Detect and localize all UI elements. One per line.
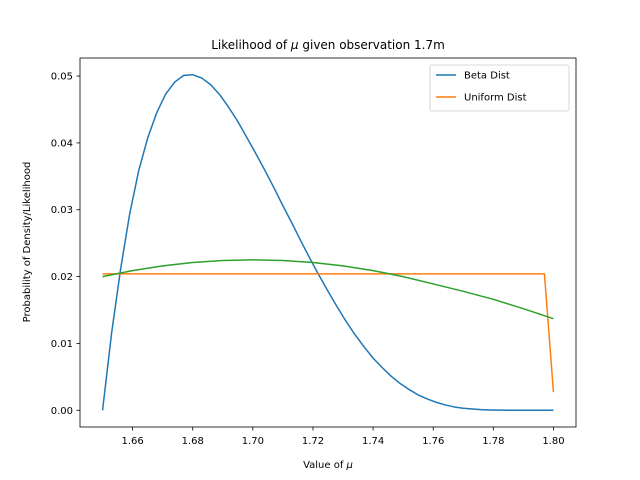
beta-dist-line [101, 73, 554, 412]
x-tick-label: 1.78 [482, 436, 504, 447]
x-tick-label: 1.68 [182, 436, 204, 447]
x-axis-label: Value of μ [303, 460, 353, 471]
y-tick-label: 0.04 [51, 138, 73, 149]
y-tick-label: 0.05 [51, 72, 73, 83]
y-tick-label: 0.01 [51, 339, 73, 350]
legend-label: Beta Dist [464, 71, 510, 82]
y-axis-label: Probability of Density/Likelihood [22, 162, 33, 323]
x-tick-label: 1.72 [302, 436, 324, 447]
y-tick-label: 0.03 [51, 205, 73, 216]
legend-label: Uniform Dist [464, 93, 527, 104]
legend: Beta Dist Uniform Dist [429, 64, 570, 112]
y-tick-label: 0.00 [51, 406, 73, 417]
axes-frame [79, 57, 577, 428]
series-3-line [102, 259, 554, 320]
x-tick-label: 1.66 [121, 436, 143, 447]
axis-ticks: 1.66 1.68 1.70 1.72 1.74 1.76 1.78 1.80 0.00 0.01… [51, 72, 565, 447]
chart-title: Likelihood of μ given observation 1.7m [211, 38, 445, 52]
plot-area [101, 73, 555, 412]
x-tick-label: 1.70 [242, 436, 264, 447]
x-tick-label: 1.76 [422, 436, 444, 447]
legend-box [429, 64, 570, 112]
y-tick-label: 0.02 [51, 272, 73, 283]
uniform-dist-line [102, 273, 555, 393]
x-tick-label: 1.80 [542, 436, 564, 447]
x-tick-label: 1.74 [362, 436, 384, 447]
